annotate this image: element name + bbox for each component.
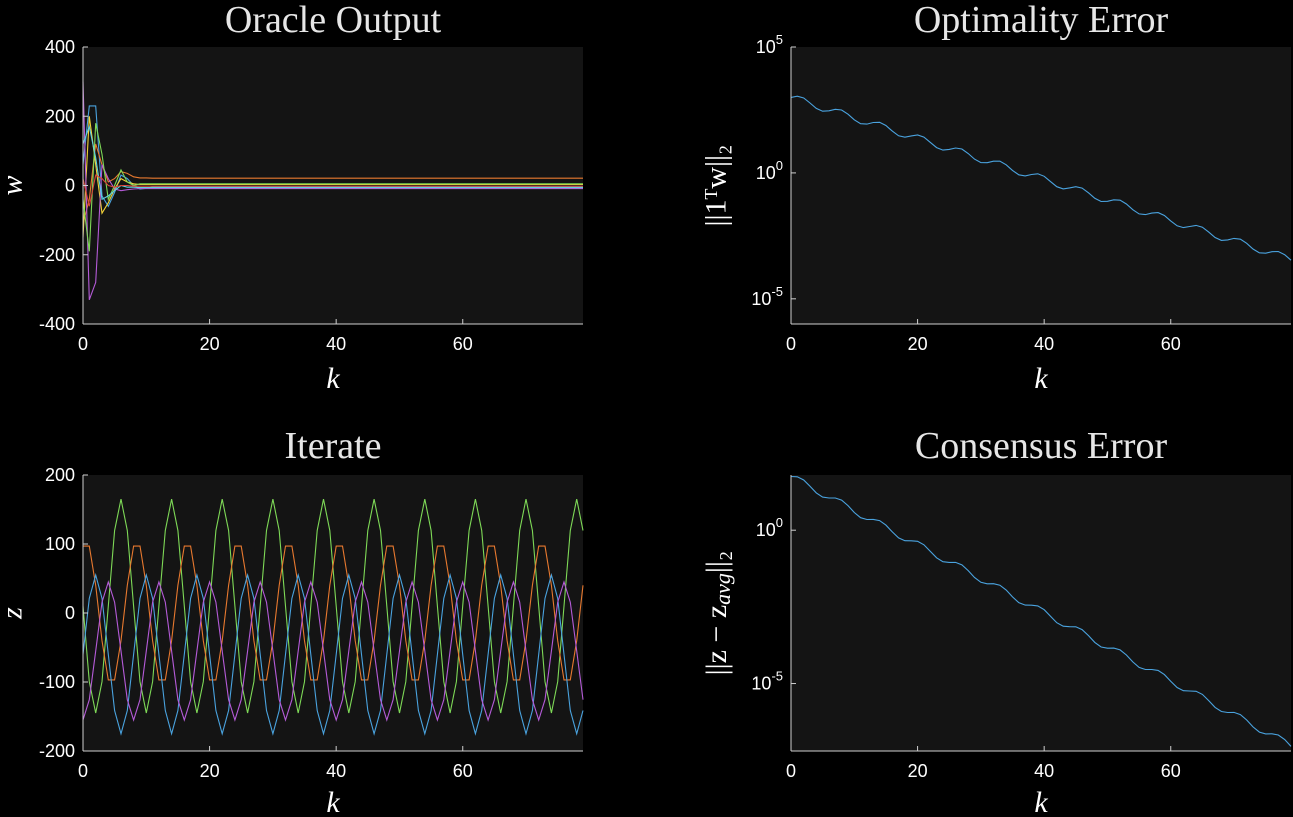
y-tick-label: 400 [45, 37, 75, 57]
x-axis-label: k [326, 786, 340, 817]
y-tick-label: 10-5 [751, 284, 783, 309]
series-line-0 [790, 475, 1292, 747]
y-tick-label: 0 [65, 603, 75, 623]
x-tick-label: 0 [78, 761, 88, 781]
x-tick-label: 60 [1161, 334, 1181, 354]
y-tick-label: -200 [39, 245, 75, 265]
panel-iterate: Iterate 0 20 40 60 -200 -100 0 100 200 k z [0, 425, 584, 817]
series-line-3 [82, 81, 583, 300]
series-line-0 [790, 95, 1292, 261]
chart-title: Oracle Output [225, 0, 442, 41]
panel-consensus: Consensus Error 0 20 40 60 10-5 100 k ||z − zavg… [700, 425, 1292, 817]
y-tick-label: 105 [756, 32, 783, 57]
x-tick-label: 40 [1034, 761, 1054, 781]
x-tick-label: 0 [786, 761, 796, 781]
plot-area [791, 475, 1291, 751]
plot-area [791, 47, 1291, 324]
x-tick-label: 60 [453, 334, 473, 354]
series-line-2 [82, 116, 583, 238]
x-tick-label: 60 [1161, 761, 1181, 781]
panel-optimality: Optimality Error 0 20 40 60 10-5 100 105 k ||1ᵀw|… [700, 0, 1292, 395]
panel-oracle: Oracle Output 0 20 40 60 -400 -200 0 200 400 k w [0, 0, 583, 395]
x-axis-label: k [1034, 786, 1048, 817]
chart-title: Consensus Error [915, 425, 1168, 467]
chart-title: Iterate [284, 425, 381, 467]
y-axis-label: z [0, 607, 29, 620]
plot-area [83, 47, 583, 324]
y-tick-label: 100 [756, 515, 783, 540]
y-tick-label: 100 [756, 158, 783, 183]
chart-title: Optimality Error [914, 0, 1169, 41]
y-tick-label: 10-5 [751, 669, 783, 694]
x-tick-label: 0 [78, 334, 88, 354]
y-tick-label: 0 [65, 176, 75, 196]
x-tick-label: 40 [1034, 334, 1054, 354]
x-tick-label: 60 [453, 761, 473, 781]
y-tick-label: -100 [39, 672, 75, 692]
series-line-5 [82, 124, 583, 201]
y-tick-label: 200 [45, 106, 75, 126]
x-tick-label: 20 [908, 334, 928, 354]
series-line-3 [82, 580, 584, 722]
x-tick-label: 20 [200, 334, 220, 354]
y-tick-label: -400 [39, 314, 75, 334]
x-tick-label: 20 [908, 761, 928, 781]
series-line-4 [82, 123, 583, 252]
y-axis-label: ||z − zavg||₂ [700, 551, 735, 676]
y-tick-label: 200 [45, 465, 75, 485]
x-tick-label: 40 [326, 761, 346, 781]
x-axis-label: k [326, 362, 340, 395]
x-tick-label: 40 [326, 334, 346, 354]
y-axis-label: w [0, 175, 29, 195]
series-line-2 [82, 572, 584, 736]
series-line-1 [82, 143, 583, 224]
x-tick-label: 20 [200, 761, 220, 781]
x-axis-label: k [1034, 362, 1048, 395]
x-tick-label: 0 [786, 334, 796, 354]
y-axis-label: ||1ᵀw||₂ [700, 144, 733, 226]
y-tick-label: 100 [45, 534, 75, 554]
series-line-6 [82, 174, 583, 207]
y-tick-label: -200 [39, 741, 75, 761]
